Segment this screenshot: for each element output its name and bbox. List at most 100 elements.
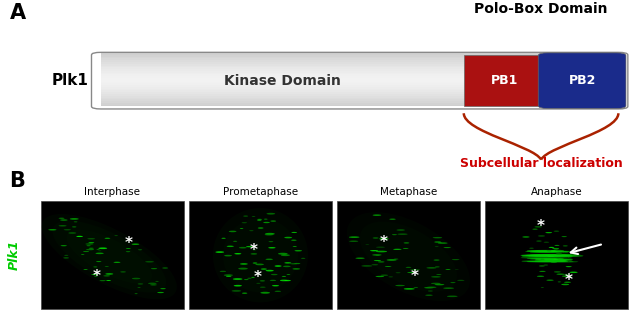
Ellipse shape bbox=[543, 265, 548, 266]
Ellipse shape bbox=[60, 219, 68, 221]
Bar bbox=[101, 97, 618, 99]
Ellipse shape bbox=[529, 251, 564, 253]
Ellipse shape bbox=[434, 241, 441, 242]
Text: Plk1: Plk1 bbox=[52, 73, 88, 88]
Ellipse shape bbox=[42, 214, 177, 299]
Ellipse shape bbox=[373, 215, 381, 216]
Ellipse shape bbox=[295, 250, 302, 251]
Ellipse shape bbox=[224, 255, 232, 256]
Ellipse shape bbox=[557, 274, 564, 275]
Ellipse shape bbox=[562, 236, 567, 237]
Ellipse shape bbox=[257, 220, 261, 221]
Ellipse shape bbox=[150, 284, 156, 285]
Ellipse shape bbox=[274, 265, 281, 267]
Bar bbox=[101, 80, 618, 81]
Ellipse shape bbox=[285, 237, 292, 238]
Ellipse shape bbox=[546, 255, 550, 256]
Ellipse shape bbox=[387, 259, 397, 261]
Ellipse shape bbox=[540, 259, 545, 260]
Ellipse shape bbox=[257, 219, 262, 220]
Ellipse shape bbox=[554, 271, 561, 273]
Ellipse shape bbox=[385, 266, 391, 267]
Bar bbox=[101, 90, 618, 92]
Ellipse shape bbox=[403, 248, 408, 249]
Ellipse shape bbox=[447, 295, 457, 297]
Ellipse shape bbox=[121, 271, 126, 272]
Text: *: * bbox=[124, 236, 133, 251]
Ellipse shape bbox=[234, 253, 241, 255]
Ellipse shape bbox=[376, 255, 380, 256]
Ellipse shape bbox=[285, 262, 292, 264]
Ellipse shape bbox=[151, 268, 157, 269]
Ellipse shape bbox=[389, 219, 396, 220]
Ellipse shape bbox=[132, 243, 139, 245]
Ellipse shape bbox=[83, 269, 88, 270]
Ellipse shape bbox=[215, 251, 224, 253]
Ellipse shape bbox=[91, 274, 98, 275]
Bar bbox=[101, 74, 618, 76]
Text: PB2: PB2 bbox=[569, 74, 596, 87]
Ellipse shape bbox=[541, 287, 544, 288]
Ellipse shape bbox=[550, 261, 557, 263]
Ellipse shape bbox=[545, 232, 552, 233]
Ellipse shape bbox=[435, 246, 439, 247]
Ellipse shape bbox=[227, 246, 234, 247]
Ellipse shape bbox=[258, 227, 264, 229]
Bar bbox=[41, 201, 184, 309]
Bar bbox=[101, 78, 618, 80]
Bar bbox=[101, 83, 618, 85]
Ellipse shape bbox=[126, 248, 131, 249]
Ellipse shape bbox=[264, 234, 273, 236]
Ellipse shape bbox=[155, 281, 159, 282]
Ellipse shape bbox=[548, 256, 554, 257]
Ellipse shape bbox=[396, 229, 405, 231]
Bar bbox=[101, 99, 618, 101]
Ellipse shape bbox=[291, 240, 297, 241]
Ellipse shape bbox=[372, 254, 382, 256]
Ellipse shape bbox=[81, 254, 85, 255]
Text: A: A bbox=[9, 3, 26, 23]
Ellipse shape bbox=[535, 259, 573, 260]
Text: PB1: PB1 bbox=[491, 74, 519, 87]
Ellipse shape bbox=[265, 233, 274, 235]
Ellipse shape bbox=[148, 283, 156, 284]
Ellipse shape bbox=[281, 254, 290, 256]
Ellipse shape bbox=[266, 270, 274, 271]
Ellipse shape bbox=[260, 287, 266, 288]
Ellipse shape bbox=[242, 222, 247, 223]
Ellipse shape bbox=[256, 264, 264, 265]
Ellipse shape bbox=[435, 284, 444, 285]
Text: *: * bbox=[250, 243, 258, 258]
Ellipse shape bbox=[561, 284, 569, 285]
Ellipse shape bbox=[126, 251, 131, 252]
Ellipse shape bbox=[396, 272, 401, 273]
Ellipse shape bbox=[94, 276, 98, 277]
Ellipse shape bbox=[160, 288, 166, 289]
Ellipse shape bbox=[552, 248, 559, 249]
Ellipse shape bbox=[370, 250, 378, 251]
Ellipse shape bbox=[70, 218, 79, 220]
Ellipse shape bbox=[553, 231, 559, 232]
Ellipse shape bbox=[404, 242, 410, 243]
Text: Subcellular localization: Subcellular localization bbox=[460, 157, 622, 170]
Ellipse shape bbox=[76, 236, 83, 237]
Ellipse shape bbox=[551, 251, 557, 252]
Bar bbox=[101, 95, 618, 98]
Ellipse shape bbox=[98, 247, 107, 249]
Ellipse shape bbox=[242, 293, 247, 294]
Bar bbox=[101, 81, 618, 83]
Ellipse shape bbox=[520, 255, 567, 256]
Text: *: * bbox=[536, 219, 545, 234]
Ellipse shape bbox=[252, 263, 257, 264]
Ellipse shape bbox=[224, 274, 233, 276]
Ellipse shape bbox=[280, 280, 288, 281]
Bar bbox=[101, 88, 618, 90]
Bar bbox=[101, 67, 618, 69]
Ellipse shape bbox=[379, 238, 389, 240]
Ellipse shape bbox=[226, 276, 232, 277]
Ellipse shape bbox=[555, 245, 560, 246]
Ellipse shape bbox=[103, 275, 110, 276]
Bar bbox=[101, 60, 618, 62]
Ellipse shape bbox=[157, 292, 164, 293]
Text: *: * bbox=[565, 273, 573, 288]
